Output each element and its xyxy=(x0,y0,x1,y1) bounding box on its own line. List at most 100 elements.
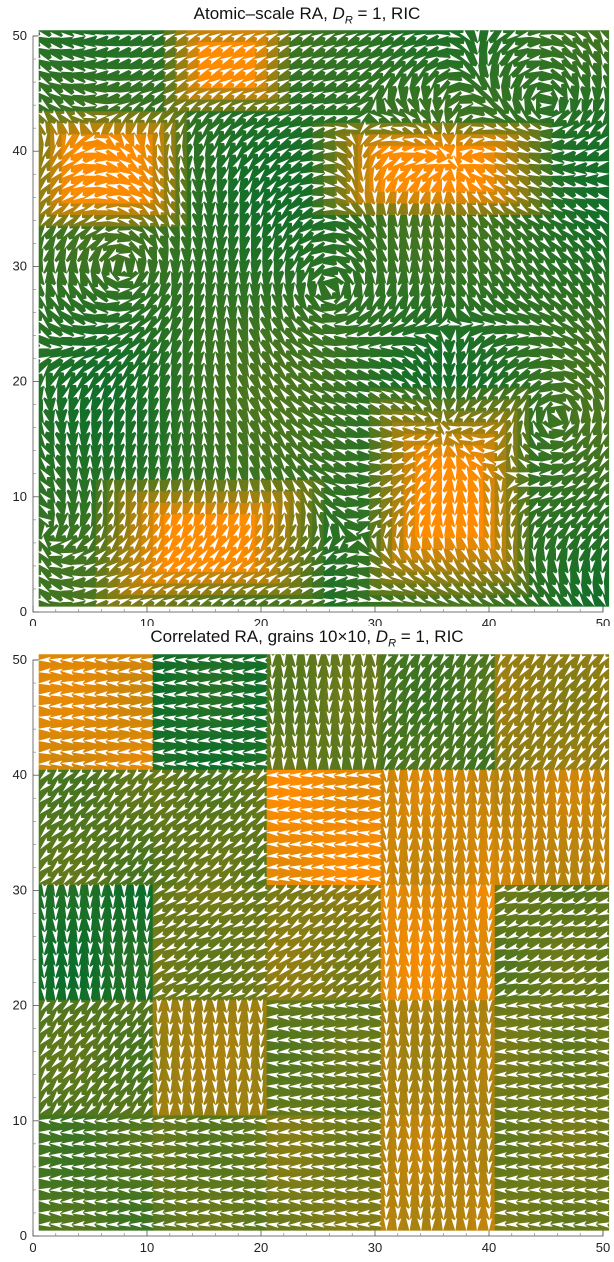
atomic-arrow xyxy=(494,236,505,249)
atomic-arrow xyxy=(83,146,98,153)
atomic-arrow xyxy=(154,478,161,493)
atomic-arrow xyxy=(587,455,599,468)
atomic-arrow xyxy=(406,225,412,239)
atomic-arrow xyxy=(312,344,326,353)
atomic-arrow xyxy=(561,376,575,385)
atomic-arrow xyxy=(450,259,457,273)
atomic-arrow xyxy=(64,421,71,435)
atomic-arrow xyxy=(322,228,336,235)
atomic-arrow xyxy=(396,190,403,204)
atomic-ytick-label: 30 xyxy=(13,258,27,273)
atomic-arrow xyxy=(459,412,472,423)
atomic-arrow xyxy=(199,501,206,516)
atomic-arrow xyxy=(439,259,446,273)
atomic-arrow xyxy=(95,387,105,401)
atomic-arrow xyxy=(323,447,337,457)
atomic-arrow xyxy=(322,310,337,317)
atomic-arrow xyxy=(551,581,561,595)
atomic-arrow xyxy=(117,598,131,606)
atomic-arrow xyxy=(542,558,548,573)
atomic-arrow xyxy=(162,597,176,606)
atomic-arrow xyxy=(323,390,337,399)
atomic-arrow xyxy=(504,355,518,365)
atomic-arrow xyxy=(236,398,243,412)
atomic-arrow xyxy=(403,125,417,134)
atomic-arrow xyxy=(348,293,359,307)
atomic-arrow xyxy=(527,123,541,131)
atomic-arrow xyxy=(393,501,405,513)
atomic-arrow xyxy=(258,352,267,366)
atomic-arrow xyxy=(333,215,347,223)
atomic-arrow xyxy=(357,368,371,375)
atomic-arrow xyxy=(119,398,127,412)
atomic-arrow xyxy=(334,345,348,351)
atomic-arrow xyxy=(530,558,537,573)
atomic-arrow xyxy=(38,535,49,549)
atomic-arrow xyxy=(345,115,359,122)
atomic-arrow xyxy=(448,111,459,124)
atomic-arrow xyxy=(380,113,394,123)
atomic-arrow xyxy=(71,586,86,592)
atomic-ytick-label: 10 xyxy=(13,489,27,504)
atomic-arrow xyxy=(179,202,187,216)
atomic-arrow xyxy=(404,167,416,179)
atomic-arrow xyxy=(152,318,163,332)
atomic-arrow xyxy=(288,182,301,192)
atomic-arrow xyxy=(74,270,81,285)
atomic-arrow xyxy=(430,293,437,308)
atomic-arrow xyxy=(379,595,393,603)
atomic-arrow xyxy=(222,179,229,193)
atomic-arrow xyxy=(179,167,186,182)
atomic-arrow xyxy=(585,363,596,376)
atomic-arrow xyxy=(50,179,63,191)
atomic-arrow xyxy=(485,63,492,78)
atomic-arrow xyxy=(483,558,493,572)
atomic-arrow xyxy=(105,103,120,110)
atomic-arrow xyxy=(561,364,575,373)
atomic-arrow xyxy=(346,178,356,192)
atomic-arrow xyxy=(310,91,325,99)
atomic-arrow xyxy=(162,101,175,112)
atomic-arrow xyxy=(505,270,516,284)
atomic-arrow xyxy=(60,552,74,559)
atomic-arrow xyxy=(60,318,74,327)
atomic-arrow xyxy=(231,67,245,76)
atomic-arrow xyxy=(461,247,469,262)
atomic-arrow xyxy=(179,225,186,239)
atomic-arrow xyxy=(276,586,290,595)
atomic-arrow xyxy=(371,271,378,285)
atomic-arrow xyxy=(368,368,383,375)
atomic-arrow xyxy=(415,343,428,353)
atomic-arrow xyxy=(424,56,438,65)
atomic-arrow xyxy=(120,444,127,458)
atomic-arrow xyxy=(243,146,254,159)
atomic-arrow xyxy=(345,213,358,225)
atomic-arrow xyxy=(156,144,163,159)
atomic-arrow xyxy=(212,328,219,343)
atomic-arrow xyxy=(370,259,377,273)
atomic-arrow xyxy=(151,585,165,595)
atomic-arrow xyxy=(538,202,552,213)
atomic-arrow xyxy=(83,33,97,40)
atomic-arrow xyxy=(532,421,540,435)
atomic-arrow xyxy=(461,375,469,389)
atomic-arrow xyxy=(176,317,184,332)
atomic-arrow xyxy=(299,160,313,168)
atomic-arrow xyxy=(380,378,394,387)
atomic-arrow xyxy=(151,79,165,88)
atomic-arrow xyxy=(391,146,405,154)
atomic-arrow xyxy=(516,593,528,606)
atomic-arrow xyxy=(98,455,104,469)
atomic-arrow xyxy=(142,409,149,424)
atomic-arrow xyxy=(105,333,119,341)
atomic-arrow xyxy=(288,549,300,562)
atomic-arrow xyxy=(459,582,472,594)
atomic-arrow xyxy=(117,353,129,366)
atomic-arrow xyxy=(209,134,220,147)
atomic-arrow xyxy=(224,455,231,470)
atomic-arrow xyxy=(189,248,196,262)
atomic-arrow xyxy=(345,79,359,88)
atomic-arrow xyxy=(48,98,61,110)
atomic-arrow xyxy=(223,225,229,239)
atomic-arrow xyxy=(190,190,197,205)
